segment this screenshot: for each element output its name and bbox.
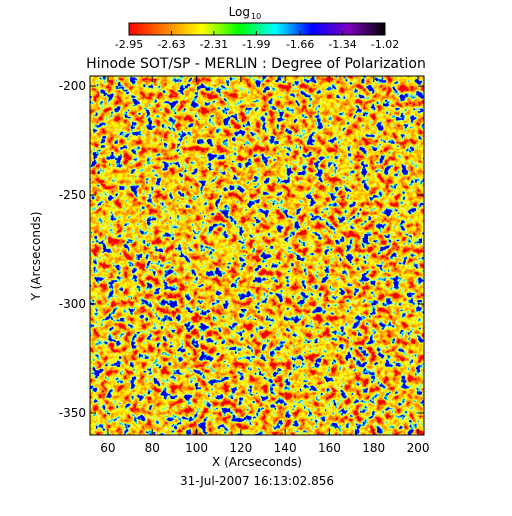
frame: [89, 75, 425, 436]
colorbar-tick-label: -1.66: [286, 38, 314, 51]
colorbar-tick-label: -2.31: [200, 38, 228, 51]
x-tick-label: 160: [318, 441, 341, 455]
x-tick-label: 140: [274, 441, 297, 455]
x-tick-label: 80: [145, 441, 160, 455]
y-tick-label: -350: [59, 406, 86, 420]
chart-title: Hinode SOT/SP - MERLIN : Degree of Polar…: [86, 56, 426, 72]
colorbar-tick-label: -1.99: [242, 38, 270, 51]
y-tick-label: -300: [59, 297, 86, 311]
colorbar-label: Log: [229, 5, 250, 19]
y-axis-label: Y (Arcseconds): [29, 211, 43, 301]
x-tick-label: 60: [100, 441, 115, 455]
y-tick-label: -250: [59, 188, 86, 202]
colorbar-scale: [128, 22, 386, 36]
colorbar-tick-label: -1.02: [371, 38, 399, 51]
y-tick-label: -200: [59, 79, 86, 93]
x-tick-label: 180: [362, 441, 385, 455]
x-tick-label: 100: [185, 441, 208, 455]
colorbar: -2.95 -2.63 -2.31 -1.99 -1.66 -1.34 -1.02: [115, 22, 399, 51]
colorbar-tick-label: -2.63: [157, 38, 185, 51]
axes: 60 80 100 120 140 160 180 200 -350 -300 -250 -200: [59, 76, 430, 455]
x-axis-label: X (Arcseconds): [212, 455, 302, 469]
image: [90, 76, 424, 435]
colorbar-label-subscript: 10: [251, 12, 261, 21]
x-tick-label: 200: [407, 441, 430, 455]
colorbar-tick-label: -1.34: [328, 38, 356, 51]
annotation: 31-Jul-2007 16:13:02.856: [180, 474, 334, 488]
colorbar-tick-label: -2.95: [115, 38, 143, 51]
x-tick-label: 120: [229, 441, 252, 455]
